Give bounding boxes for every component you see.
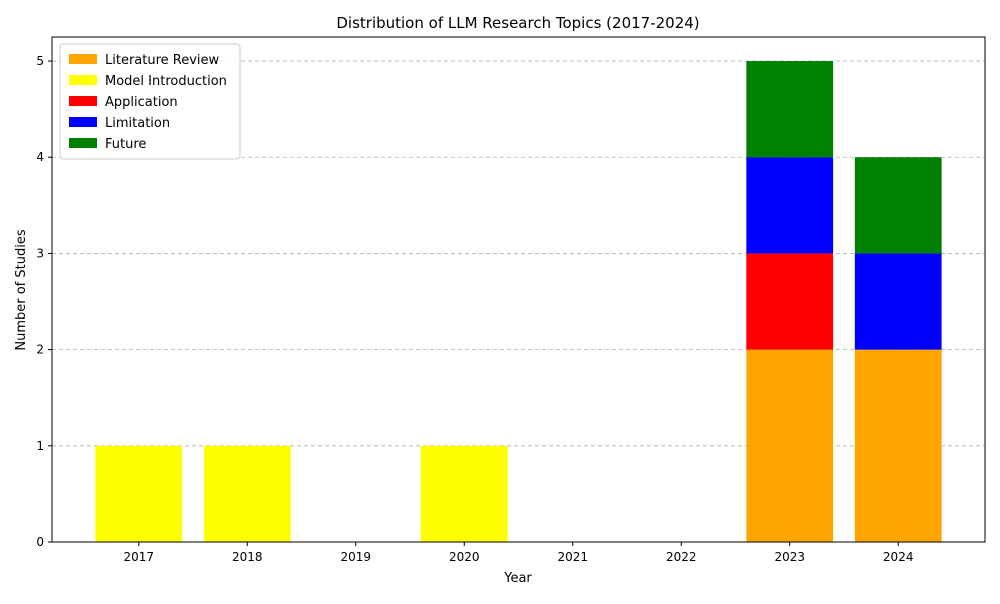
legend-label: Application — [105, 95, 178, 110]
legend-label: Model Introduction — [105, 74, 227, 89]
x-tick-label: 2022 — [666, 550, 697, 564]
legend-swatch — [69, 117, 97, 127]
bar-segment — [854, 157, 942, 254]
bar-segment — [420, 445, 508, 542]
y-tick-label: 3 — [36, 246, 44, 260]
bar-segment — [95, 445, 183, 542]
legend-label: Literature Review — [105, 53, 220, 68]
y-tick-label: 0 — [36, 535, 44, 549]
bar-segment — [746, 157, 834, 254]
x-tick-label: 2023 — [774, 550, 805, 564]
y-axis-ticks: 0 1 2 3 4 5 — [36, 54, 52, 549]
x-tick-label: 2021 — [557, 550, 588, 564]
bars — [95, 61, 942, 542]
legend: Literature Review Model Introduction Appli… — [59, 43, 241, 160]
bar-segment — [854, 349, 942, 542]
x-axis-label: Year — [503, 571, 532, 586]
legend-swatch — [69, 96, 97, 106]
bar-segment — [746, 61, 834, 158]
y-axis-label: Number of Studies — [14, 229, 29, 350]
y-tick-label: 1 — [36, 439, 44, 453]
bar-segment — [854, 253, 942, 350]
legend-swatch — [69, 138, 97, 148]
legend-label: Future — [105, 137, 146, 152]
chart-title: Distribution of LLM Research Topics (201… — [336, 14, 699, 32]
bar-segment — [746, 253, 834, 350]
y-tick-label: 4 — [36, 150, 44, 164]
legend-label: Limitation — [105, 116, 170, 131]
bar-segment — [203, 445, 291, 542]
y-tick-label: 5 — [36, 54, 44, 68]
bar-segment — [746, 349, 834, 542]
y-tick-label: 2 — [36, 343, 44, 357]
x-tick-label: 2020 — [449, 550, 480, 564]
plot-frame — [51, 36, 986, 543]
x-tick-label: 2017 — [124, 550, 155, 564]
x-tick-label: 2018 — [232, 550, 263, 564]
legend-swatch — [69, 75, 97, 85]
legend-swatch — [69, 54, 97, 64]
x-tick-label: 2024 — [883, 550, 914, 564]
legend-box — [59, 43, 241, 160]
x-axis-ticks: 2017 2018 2019 2020 2021 2022 2023 2024 — [124, 542, 914, 564]
x-tick-label: 2019 — [340, 550, 371, 564]
